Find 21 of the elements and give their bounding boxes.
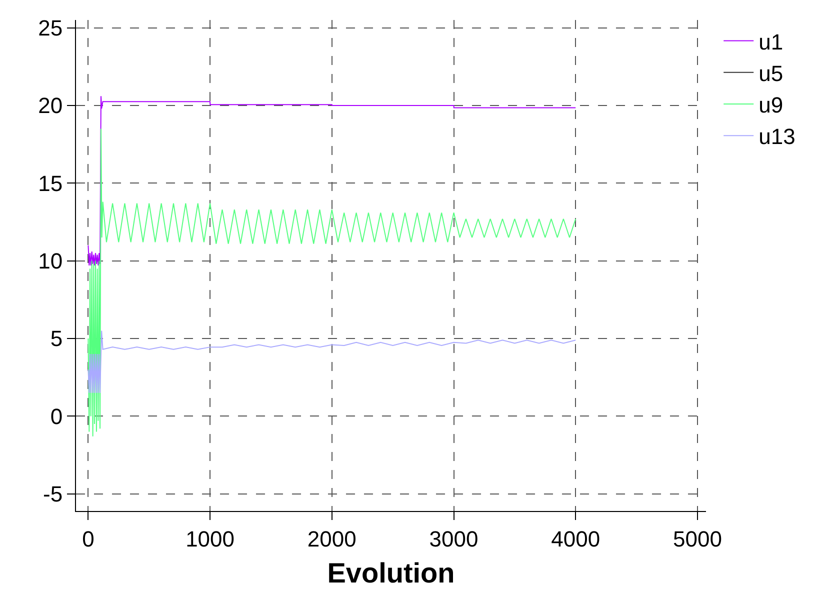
x-tick-label: 4000 <box>551 526 600 552</box>
y-tick-label: 0 <box>50 404 63 429</box>
x-axis-title: Evolution <box>327 558 455 588</box>
line-series <box>88 128 576 437</box>
x-tick-label: 1000 <box>186 526 235 552</box>
legend-label: u9 <box>758 92 784 118</box>
x-tick-label: 5000 <box>672 526 722 552</box>
y-tick-label: 20 <box>38 93 63 118</box>
line-series <box>88 330 576 394</box>
x-tick-label: 2000 <box>307 526 356 552</box>
legend-label: u5 <box>758 60 784 86</box>
line-series <box>88 96 576 266</box>
y-tick-label: 5 <box>50 326 63 352</box>
x-tick-label: 3000 <box>429 526 478 552</box>
legend-label: u13 <box>758 124 796 150</box>
y-tick-label: -5 <box>43 482 63 507</box>
x-tick-label: 0 <box>82 526 94 552</box>
y-tick-label: 15 <box>38 170 63 196</box>
y-tick-label: 10 <box>38 248 63 274</box>
legend-label: u1 <box>758 29 784 54</box>
y-tick-label: 25 <box>38 15 63 40</box>
